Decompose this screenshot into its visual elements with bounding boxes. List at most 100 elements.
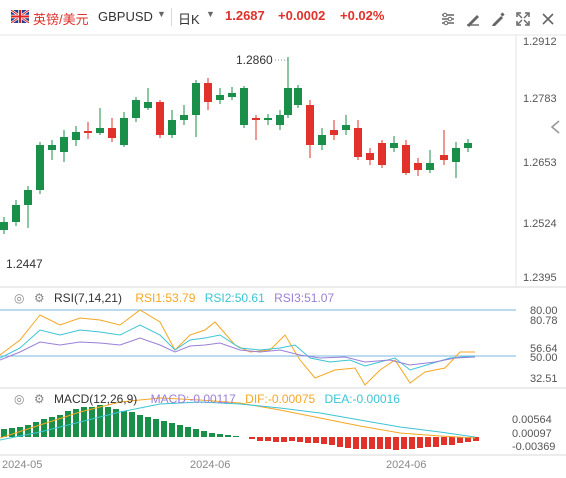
candle-body (192, 83, 200, 115)
macd-bar (377, 437, 383, 449)
rsi-level-label: 80.78 (530, 315, 558, 327)
candle-body (294, 88, 302, 105)
settings-icon[interactable]: ⚙ (33, 392, 45, 406)
expand-icon[interactable] (515, 11, 531, 27)
candle-body (36, 145, 44, 190)
candle-body (48, 145, 56, 150)
macd-bar (249, 437, 255, 439)
pair-symbol[interactable]: GBPUSD (98, 9, 153, 24)
pen-icon[interactable] (490, 11, 506, 27)
candle-body (168, 120, 176, 135)
price-change: +0.0002 (278, 8, 326, 23)
candle-body (96, 128, 104, 133)
candle-body (378, 143, 386, 165)
rsi-level-label: 56.64 (530, 343, 558, 355)
macd-bar (65, 411, 71, 437)
candle-body (0, 222, 8, 230)
toolbar: 英镑/美元 GBPUSD ▼ 日K ▼ 1.2687 +0.0002 +0.02… (0, 0, 566, 34)
macd-bar (369, 437, 375, 449)
candle-body (414, 163, 422, 170)
macd-bar (473, 437, 479, 441)
close-icon[interactable] (540, 11, 556, 27)
macd-bar (385, 437, 391, 449)
uk-flag-icon (11, 10, 29, 23)
candle-body (390, 143, 398, 148)
macd-bar (25, 425, 31, 437)
candle-body (426, 163, 434, 170)
macd-bar (49, 417, 55, 437)
candle-body (464, 143, 472, 148)
rsi1-line (0, 309, 475, 386)
macd-bar (9, 428, 15, 437)
rsi3-value: RSI3:51.07 (274, 291, 335, 305)
macd-bar (209, 433, 215, 437)
settings-icon[interactable]: ⚙ (33, 291, 45, 305)
macd-value: MACD:-0.00117 (150, 392, 236, 406)
last-price: 1.2687 (225, 8, 265, 23)
macd-bar (145, 417, 151, 437)
macd-bar (105, 407, 111, 437)
macd-bar (97, 405, 103, 437)
collapse-arrow-icon[interactable] (549, 119, 563, 135)
candle-body (132, 100, 140, 118)
x-tick-label: 2024-05 (2, 459, 43, 471)
macd-level-label: 0.00564 (512, 414, 552, 426)
eye-icon[interactable]: ◎ (14, 291, 25, 305)
macd-bar (169, 423, 175, 437)
macd-bar (1, 429, 7, 437)
macd-legend: ◎ ⚙ MACD(12,26,9) MACD:-0.00117 DIF:-0.0… (14, 392, 406, 406)
macd-bar (185, 427, 191, 437)
macd-bar (401, 437, 407, 449)
rsi3-line (0, 337, 476, 366)
macd-bar (337, 437, 343, 447)
macd-bar (161, 421, 167, 437)
candle-body (240, 88, 248, 125)
dif-value: DIF:-0.00075 (245, 392, 316, 406)
x-tick-label: 2024-06 (190, 459, 231, 471)
y-tick-label: 1.2912 (523, 36, 557, 48)
macd-bar (81, 407, 87, 437)
candle-body (24, 190, 32, 205)
macd-bar (345, 437, 351, 448)
macd-bar (113, 409, 119, 437)
price-change-pct: +0.02% (340, 8, 385, 23)
candle-body (216, 95, 224, 100)
candle-body (180, 115, 188, 120)
dea-value: DEA:-0.00016 (324, 392, 400, 406)
macd-bar (41, 419, 47, 437)
rsi2-line (0, 324, 476, 371)
macd-level-label: 0.00097 (512, 428, 552, 440)
macd-bar (201, 431, 207, 437)
candle-body (440, 155, 448, 160)
candle-body (452, 148, 460, 162)
candle-body (330, 130, 338, 135)
candle-body (366, 153, 374, 160)
chevron-down-icon[interactable]: ▼ (157, 9, 166, 19)
eye-icon[interactable]: ◎ (14, 392, 25, 406)
period-selector[interactable]: 日K (178, 12, 200, 27)
macd-bar (129, 412, 135, 437)
chevron-down-icon[interactable]: ▼ (206, 9, 215, 19)
macd-bar (449, 437, 455, 445)
pair-name[interactable]: 英镑/美元 (33, 12, 89, 27)
macd-bar (361, 437, 367, 449)
macd-name: MACD(12,26,9) (53, 392, 138, 406)
y-tick-label: 1.2395 (523, 272, 557, 284)
macd-bar (329, 437, 335, 445)
candle-body (354, 128, 362, 157)
sliders-icon[interactable] (440, 11, 456, 27)
rsi-legend: ◎ ⚙ RSI(7,14,21) RSI1:53.79 RSI2:50.61 R… (14, 291, 340, 305)
macd-bar (265, 437, 271, 441)
macd-bar (465, 437, 471, 442)
macd-bar (417, 437, 423, 448)
macd-bar (193, 429, 199, 437)
macd-bar (313, 437, 319, 443)
macd-bar (153, 419, 159, 437)
y-tick-label: 1.2783 (523, 93, 557, 105)
candle-body (204, 83, 212, 102)
candle-body (276, 115, 284, 125)
draw-icon[interactable] (465, 11, 481, 27)
macd-bar (121, 411, 127, 437)
macd-bar (393, 437, 399, 450)
